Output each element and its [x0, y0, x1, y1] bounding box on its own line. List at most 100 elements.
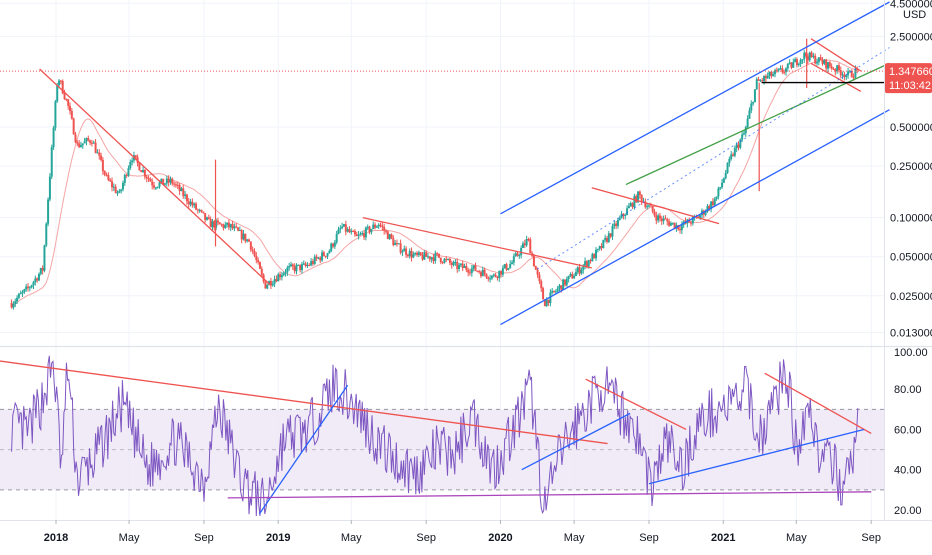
candle-body[interactable]	[841, 74, 844, 76]
candle-body[interactable]	[728, 158, 731, 163]
candle-body[interactable]	[512, 256, 515, 263]
candle-body[interactable]	[485, 273, 488, 278]
candle-body[interactable]	[587, 260, 590, 267]
candle-body[interactable]	[114, 186, 117, 193]
candle-body[interactable]	[618, 217, 621, 220]
candle-body[interactable]	[178, 184, 181, 192]
candle-body[interactable]	[655, 215, 658, 221]
candle-body[interactable]	[805, 52, 808, 57]
candle-body[interactable]	[167, 178, 170, 183]
candle-body[interactable]	[346, 229, 349, 232]
candle-body[interactable]	[644, 201, 647, 208]
candle-body[interactable]	[165, 178, 168, 184]
candle-body[interactable]	[854, 68, 857, 78]
candle-body[interactable]	[198, 210, 201, 212]
candle-body[interactable]	[545, 299, 548, 307]
candle-body[interactable]	[538, 274, 541, 281]
candle-body[interactable]	[635, 196, 638, 203]
candle-body[interactable]	[162, 178, 165, 185]
candle-body[interactable]	[777, 68, 780, 71]
candle-body[interactable]	[330, 243, 333, 252]
candle-body[interactable]	[434, 253, 437, 262]
candle-body[interactable]	[478, 271, 481, 273]
candle-body[interactable]	[397, 243, 400, 245]
candle-body[interactable]	[151, 181, 154, 186]
candle-body[interactable]	[741, 134, 744, 140]
candle-body[interactable]	[111, 181, 114, 188]
candle-body[interactable]	[803, 52, 806, 60]
candle-body[interactable]	[273, 279, 276, 284]
candle-body[interactable]	[328, 251, 331, 254]
candle-body[interactable]	[67, 99, 70, 106]
candle-body[interactable]	[595, 249, 598, 259]
candle-body[interactable]	[547, 299, 550, 304]
candle-body[interactable]	[447, 259, 450, 261]
price-trendline[interactable]	[500, 1, 890, 215]
candle-body[interactable]	[366, 226, 369, 228]
candle-body[interactable]	[631, 203, 634, 208]
candle-body[interactable]	[604, 237, 607, 240]
candle-body[interactable]	[202, 211, 205, 214]
candle-body[interactable]	[324, 255, 327, 257]
candle-body[interactable]	[549, 292, 552, 304]
candle-body[interactable]	[153, 185, 156, 188]
candle-body[interactable]	[752, 102, 755, 104]
candle-body[interactable]	[280, 275, 283, 278]
oscillator-trendline[interactable]	[764, 372, 872, 435]
candle-body[interactable]	[260, 268, 263, 275]
candle-body[interactable]	[310, 261, 313, 266]
candle-body[interactable]	[372, 224, 375, 229]
candle-body[interactable]	[775, 70, 778, 72]
candle-body[interactable]	[381, 225, 384, 228]
candle-body[interactable]	[768, 71, 771, 76]
candle-body[interactable]	[733, 148, 736, 156]
candle-body[interactable]	[521, 243, 524, 248]
candle-body[interactable]	[302, 263, 305, 265]
candle-body[interactable]	[388, 234, 391, 240]
candle-body[interactable]	[622, 213, 625, 216]
candle-body[interactable]	[582, 265, 585, 270]
candle-body[interactable]	[730, 154, 733, 159]
candle-body[interactable]	[34, 278, 37, 282]
candle-body[interactable]	[253, 250, 256, 256]
candle-body[interactable]	[708, 205, 711, 210]
candle-body[interactable]	[690, 222, 693, 224]
candle-body[interactable]	[722, 178, 725, 183]
candle-body[interactable]	[437, 253, 440, 258]
candle-body[interactable]	[319, 257, 322, 261]
candle-body[interactable]	[85, 138, 88, 142]
candle-body[interactable]	[39, 268, 42, 275]
candle-body[interactable]	[542, 288, 545, 300]
candle-body[interactable]	[156, 186, 159, 188]
candle-body[interactable]	[240, 230, 243, 240]
candle-body[interactable]	[666, 219, 669, 222]
candle-body[interactable]	[436, 253, 439, 255]
candle-body[interactable]	[229, 224, 232, 228]
candle-body[interactable]	[204, 213, 207, 220]
candle-body[interactable]	[107, 175, 110, 180]
candle-body[interactable]	[271, 283, 274, 286]
candle-body[interactable]	[633, 196, 636, 208]
candle-body[interactable]	[94, 142, 97, 153]
candle-body[interactable]	[242, 233, 245, 240]
candle-body[interactable]	[624, 214, 627, 216]
candle-body[interactable]	[668, 221, 671, 226]
candle-body[interactable]	[573, 276, 576, 279]
candle-body[interactable]	[843, 74, 846, 78]
candle-body[interactable]	[543, 299, 546, 307]
candle-body[interactable]	[317, 257, 320, 259]
candle-body[interactable]	[81, 143, 84, 146]
candle-body[interactable]	[173, 183, 176, 185]
candle-body[interactable]	[735, 144, 738, 149]
candle-body[interactable]	[755, 79, 758, 90]
candle-body[interactable]	[105, 174, 108, 176]
candle-body[interactable]	[54, 101, 57, 128]
candle-body[interactable]	[100, 155, 103, 160]
candle-body[interactable]	[469, 272, 472, 274]
candle-body[interactable]	[658, 215, 661, 219]
candle-body[interactable]	[43, 245, 46, 271]
candle-body[interactable]	[669, 223, 672, 226]
candle-body[interactable]	[48, 176, 51, 200]
